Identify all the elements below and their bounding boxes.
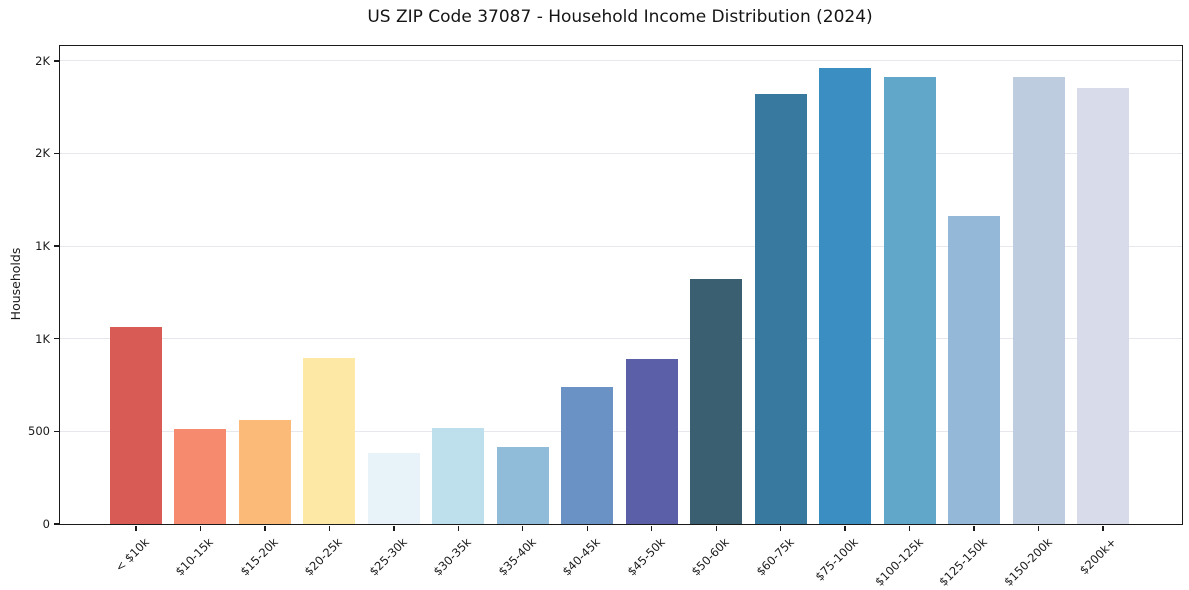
- x-tick-mark: [651, 526, 653, 531]
- x-tick-mark: [973, 526, 975, 531]
- bar: [690, 279, 743, 524]
- gridline: [60, 338, 1182, 340]
- y-tick-label: 2K: [35, 53, 50, 68]
- x-tick-mark: [393, 526, 395, 531]
- x-tick-mark: [1037, 526, 1040, 531]
- x-tick-mark: [199, 526, 202, 531]
- y-tick-mark: [53, 152, 59, 155]
- x-tick-mark: [908, 526, 911, 531]
- y-tick-mark: [53, 338, 59, 340]
- bar: [303, 358, 356, 524]
- y-tick-label: 0: [42, 517, 50, 531]
- gridline: [60, 430, 1182, 432]
- y-axis-label: Households: [8, 247, 23, 321]
- y-tick-label: 2K: [35, 146, 50, 161]
- y-tick-label: 500: [28, 424, 50, 439]
- bar: [948, 216, 1001, 524]
- x-tick-mark: [715, 526, 717, 531]
- bar: [883, 76, 936, 524]
- bar: [367, 452, 420, 524]
- bar: [238, 420, 291, 524]
- chart-title: US ZIP Code 37087 - Household Income Dis…: [367, 7, 873, 27]
- x-tick-mark: [844, 526, 846, 531]
- x-tick-mark: [135, 526, 137, 531]
- x-tick-mark: [457, 526, 460, 531]
- x-tick-mark: [779, 526, 782, 531]
- y-tick-mark: [53, 60, 59, 62]
- gridline: [60, 60, 1182, 62]
- y-tick-mark: [53, 523, 59, 525]
- bar: [754, 94, 807, 524]
- x-tick-mark: [264, 526, 266, 531]
- bar: [496, 447, 549, 524]
- y-tick-label: 1K: [35, 331, 50, 346]
- y-tick-mark: [53, 245, 59, 247]
- bar: [561, 386, 614, 524]
- plot-area: 0 500 1K 1K 2K 2K < $10k $10-15k $15-20k $20-25k $…: [28, 45, 1183, 589]
- x-tick-label: < $10k: [112, 535, 152, 575]
- x-tick-mark: [328, 526, 331, 531]
- gridline: [60, 152, 1182, 154]
- x-tick-mark: [1102, 526, 1104, 531]
- gridline: [60, 245, 1182, 247]
- bar: [625, 359, 678, 524]
- x-tick-mark: [586, 526, 588, 531]
- y-tick-mark: [53, 430, 59, 433]
- bar: [174, 428, 227, 524]
- bar: [432, 427, 485, 524]
- bar: [819, 68, 872, 524]
- y-tick-label: 1K: [35, 239, 50, 254]
- bar: [110, 326, 162, 524]
- bar: [1012, 76, 1065, 524]
- x-tick-mark: [522, 526, 524, 531]
- bar: [1077, 87, 1129, 524]
